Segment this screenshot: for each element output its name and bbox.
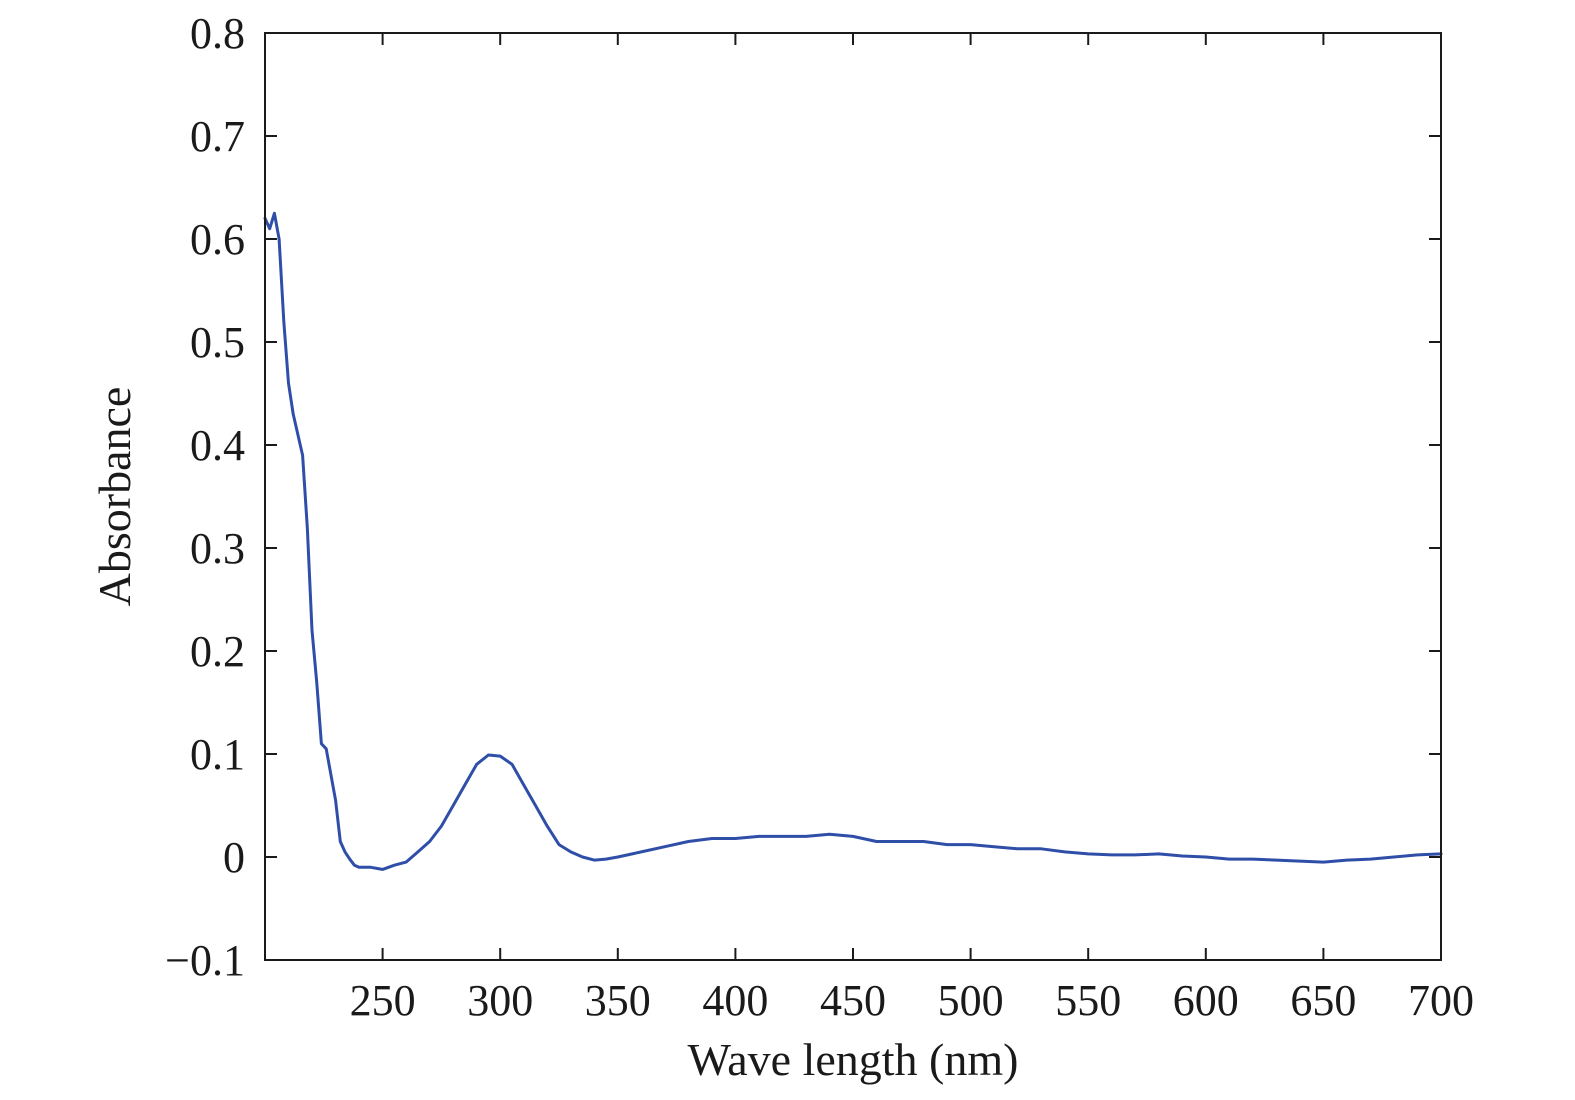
x-tick-label: 650 xyxy=(1290,976,1356,1025)
y-tick-label: 0.8 xyxy=(190,9,245,58)
x-tick-label: 300 xyxy=(467,976,533,1025)
x-tick-label: 450 xyxy=(820,976,886,1025)
y-tick-label: 0.1 xyxy=(190,730,245,779)
x-tick-label: 250 xyxy=(350,976,416,1025)
series-line-absorbance xyxy=(263,211,1443,871)
y-tick-label: 0 xyxy=(223,833,245,882)
y-tick-label: 0.7 xyxy=(190,112,245,161)
x-tick-label: 350 xyxy=(585,976,651,1025)
x-tick-label: 400 xyxy=(702,976,768,1025)
y-tick-label: 0.3 xyxy=(190,524,245,573)
tick-labels-layer: 250 300 350 400 450 500 550 600 650 700 −0.1 0 0.1 0.… xyxy=(165,9,1474,1025)
ticks-layer xyxy=(265,32,1442,961)
x-axis-title: Wave length (nm) xyxy=(688,1034,1019,1085)
y-tick-label: 0.6 xyxy=(190,215,245,264)
y-tick-label: 0.5 xyxy=(190,318,245,367)
y-tick-label: 0.2 xyxy=(190,627,245,676)
y-axis-title: Absorbance xyxy=(89,387,140,607)
plot-frame xyxy=(264,32,1442,961)
y-tick-label: −0.1 xyxy=(165,936,245,985)
y-tick-label: 0.4 xyxy=(190,421,245,470)
x-tick-label: 600 xyxy=(1173,976,1239,1025)
x-tick-label: 550 xyxy=(1055,976,1121,1025)
x-tick-label: 500 xyxy=(938,976,1004,1025)
x-tick-label: 700 xyxy=(1408,976,1474,1025)
